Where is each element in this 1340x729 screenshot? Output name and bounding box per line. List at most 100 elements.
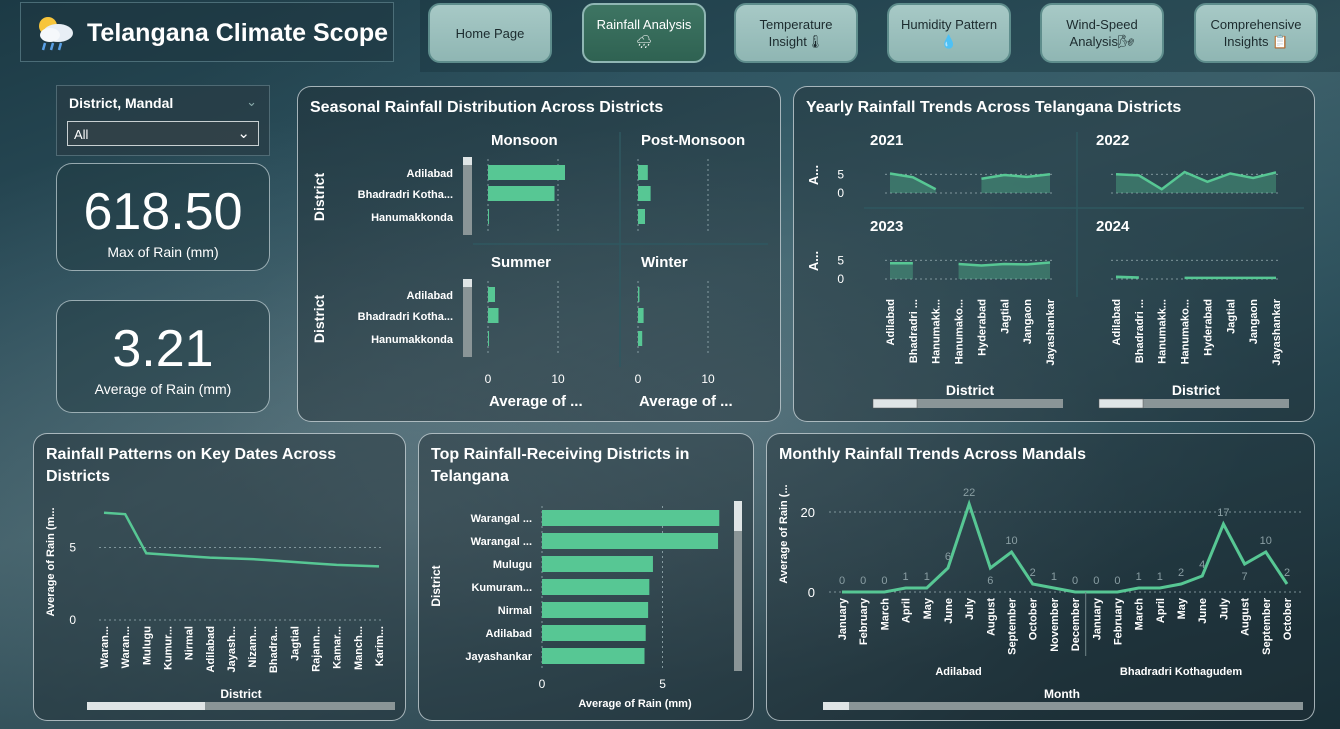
x-tick-label: Jagtial bbox=[1225, 299, 1237, 334]
x-tick-label: Jagtial bbox=[289, 626, 301, 661]
app-title-bar: Telangana Climate Scope bbox=[20, 2, 394, 62]
bar bbox=[488, 209, 489, 224]
y-axis-label: District bbox=[311, 173, 327, 222]
x-tick-label: July bbox=[1218, 597, 1230, 620]
scrollbar-thumb bbox=[872, 398, 918, 409]
chevron-down-icon: ⌄ bbox=[237, 125, 250, 142]
data-label: 2 bbox=[1284, 567, 1290, 579]
category-label: Bhadradri Kotha... bbox=[358, 189, 453, 201]
avg-rain-label: Average of Rain (mm) bbox=[94, 381, 232, 397]
slicer-dropdown[interactable]: All ⌄ bbox=[67, 121, 259, 146]
app-title: Telangana Climate Scope bbox=[87, 19, 389, 47]
x-tick-label: Waran... bbox=[120, 626, 132, 668]
facet-title: 2022 bbox=[1096, 132, 1129, 149]
bar bbox=[542, 579, 650, 595]
x-tick-label: Jayashankar bbox=[1045, 298, 1057, 365]
y-axis-label: District bbox=[429, 565, 443, 606]
data-label: 1 bbox=[903, 571, 909, 583]
data-label: 0 bbox=[1114, 575, 1120, 587]
data-label: 1 bbox=[1157, 571, 1163, 583]
slicer-collapse-icon[interactable]: ⌄ bbox=[246, 94, 257, 109]
x-tick-label: 10 bbox=[551, 372, 565, 386]
category-label: Jayashankar bbox=[465, 651, 532, 663]
nav-humidity-button[interactable]: Humidity Pattern 💧 bbox=[887, 3, 1011, 63]
series-line bbox=[842, 499, 1289, 594]
nav-comprehensive-button[interactable]: Comprehensive Insights 📋 bbox=[1194, 3, 1318, 63]
max-rain-card: 618.50 Max of Rain (mm) bbox=[56, 163, 270, 271]
y-tick-label: 0 bbox=[837, 272, 844, 286]
bar bbox=[488, 287, 495, 302]
bar bbox=[542, 648, 645, 664]
district-mandal-slicer: District, Mandal ⌄ All ⌄ bbox=[56, 85, 270, 156]
data-label: 0 bbox=[1093, 575, 1099, 587]
y-tick-label: 0 bbox=[837, 186, 844, 200]
data-label: 0 bbox=[839, 575, 845, 587]
y-tick-label: 20 bbox=[801, 505, 815, 520]
y-tick-label: 5 bbox=[837, 167, 844, 181]
category-label: Mulugu bbox=[493, 559, 532, 571]
data-label: 1 bbox=[924, 571, 930, 583]
category-label: Kumuram... bbox=[471, 582, 532, 594]
area-fill bbox=[981, 174, 1050, 193]
category-label: Warangal ... bbox=[471, 536, 532, 548]
x-tick-label: Hyderabad bbox=[1202, 299, 1214, 356]
scrollbar-track bbox=[87, 702, 395, 710]
area-fill bbox=[890, 263, 913, 279]
scrollbar-track bbox=[873, 399, 1063, 408]
x-tick-label: December bbox=[1070, 597, 1082, 651]
x-axis-label: Average of ... bbox=[489, 393, 583, 410]
facet-title: Monsoon bbox=[491, 132, 558, 149]
x-tick-label: November bbox=[1049, 597, 1061, 652]
x-tick-label: 10 bbox=[701, 372, 715, 386]
x-tick-label: September bbox=[1261, 597, 1273, 655]
x-tick-label: Kamar... bbox=[332, 626, 344, 669]
data-label: 0 bbox=[1072, 575, 1078, 587]
scrollbar-track bbox=[463, 157, 472, 235]
rain-cloud-icon bbox=[39, 17, 73, 51]
yearly-rainfall-panel: Yearly Rainfall Trends Across Telangana … bbox=[793, 86, 1315, 422]
x-tick-label: August bbox=[1240, 598, 1252, 636]
facet-title: Winter bbox=[641, 254, 688, 271]
key-dates-panel-title: Rainfall Patterns on Key Dates Across Di… bbox=[46, 446, 337, 485]
seasonal-chart: Monsoon Post-Monsoon Summer Winter Adilabad B… bbox=[311, 132, 768, 410]
data-label: 4 bbox=[1199, 559, 1205, 571]
x-tick-label: April bbox=[901, 598, 913, 623]
x-axis-label: Month bbox=[1044, 687, 1080, 701]
scrollbar-thumb bbox=[1098, 398, 1144, 409]
x-tick-label: Adilabad bbox=[205, 626, 217, 672]
x-tick-label: Adilabad bbox=[885, 299, 897, 345]
x-tick-label: January bbox=[837, 597, 849, 640]
category-label: Bhadradri Kotha... bbox=[358, 311, 453, 323]
x-tick-label: Hanumakk... bbox=[931, 299, 943, 364]
series-line bbox=[1115, 170, 1277, 191]
scrollbar-track bbox=[1099, 399, 1289, 408]
y-axis-label: District bbox=[311, 295, 327, 344]
key-dates-panel: Rainfall Patterns on Key Dates Across Di… bbox=[33, 433, 406, 721]
x-tick-label: July bbox=[964, 597, 976, 620]
bar bbox=[488, 308, 499, 323]
scrollbar-track bbox=[463, 279, 472, 357]
x-tick-label: March bbox=[1134, 598, 1146, 631]
series-line bbox=[981, 173, 1051, 180]
facet-title: 2021 bbox=[870, 132, 903, 149]
nav-temperature-button[interactable]: Temperature Insight🌡 bbox=[734, 3, 858, 63]
top-districts-panel-title: Top Rainfall-Receiving Districts in Tela… bbox=[431, 446, 690, 485]
nav-wind-button[interactable]: Wind-Speed Analysis🌬 bbox=[1040, 3, 1164, 63]
bar bbox=[638, 287, 640, 302]
bar bbox=[488, 331, 489, 346]
scrollbar-thumb bbox=[823, 702, 849, 710]
nav-rainfall-button[interactable]: Rainfall Analysis🌧 bbox=[582, 3, 706, 63]
bar bbox=[488, 165, 565, 180]
x-axis-label: Average of ... bbox=[639, 393, 733, 410]
x-tick-label: June bbox=[1197, 598, 1209, 624]
facet-title: 2023 bbox=[870, 218, 903, 235]
x-tick-label: Hanumakk... bbox=[1157, 299, 1169, 364]
bar bbox=[542, 602, 649, 618]
series-line bbox=[1115, 275, 1139, 279]
x-tick-label: Rajann... bbox=[311, 626, 323, 672]
category-label: Hanumakkonda bbox=[371, 212, 454, 224]
avg-rain-value: 3.21 bbox=[112, 320, 214, 378]
nav-home-button[interactable]: Home Page bbox=[428, 3, 552, 63]
data-label: 17 bbox=[1217, 507, 1229, 519]
max-rain-value: 618.50 bbox=[83, 183, 243, 241]
